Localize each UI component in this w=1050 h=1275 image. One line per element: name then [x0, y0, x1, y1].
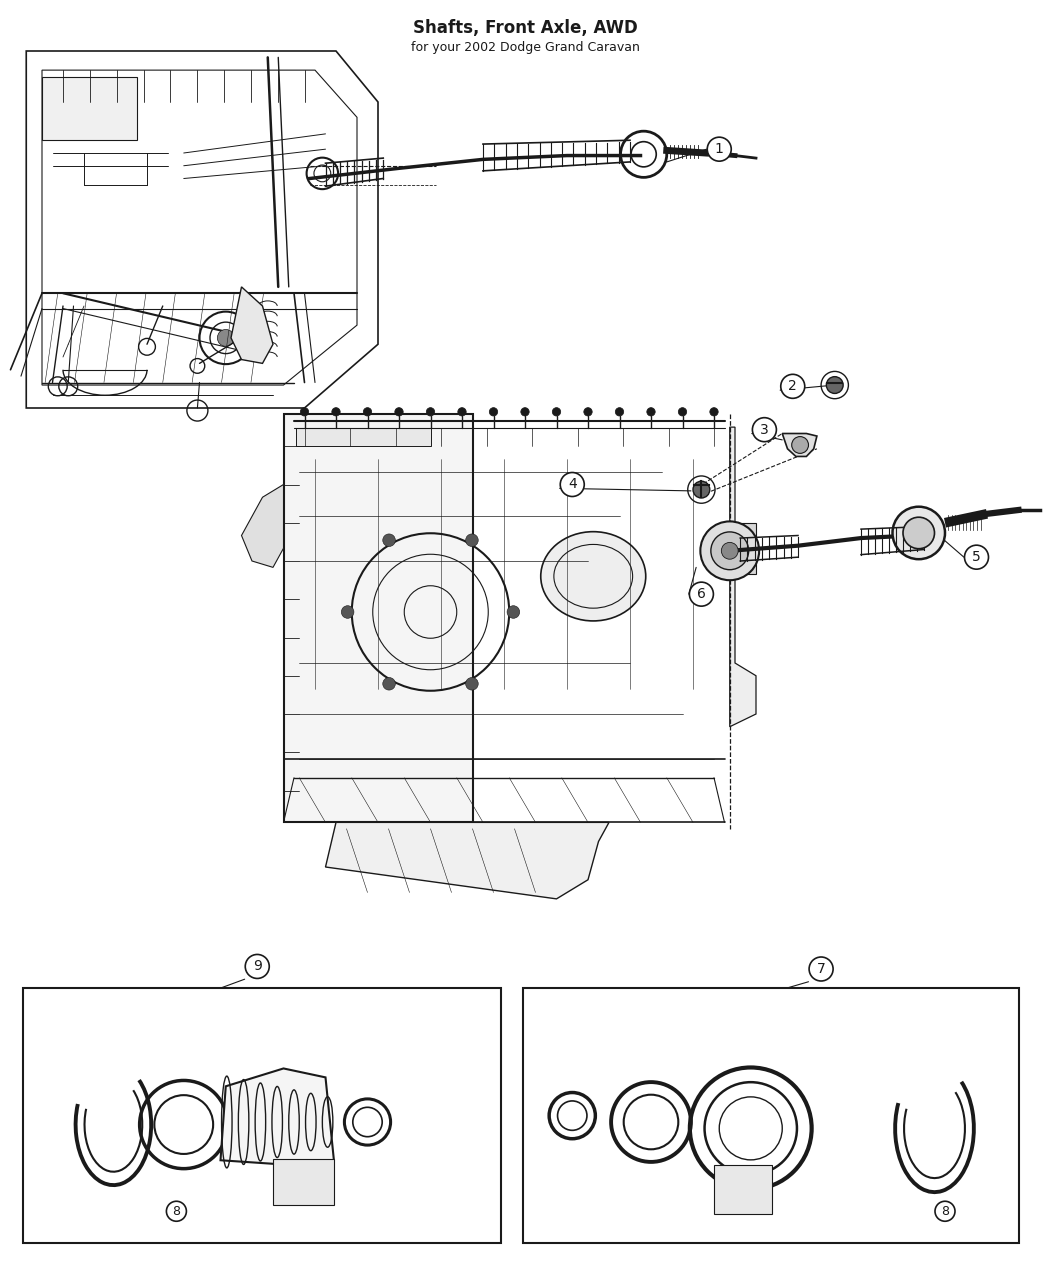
Circle shape [934, 1201, 956, 1221]
Circle shape [332, 408, 340, 416]
Text: 6: 6 [697, 588, 706, 601]
Circle shape [965, 546, 988, 569]
Circle shape [507, 606, 520, 618]
Text: 4: 4 [568, 478, 576, 491]
Circle shape [678, 408, 687, 416]
Text: 8: 8 [172, 1205, 181, 1218]
Text: 5: 5 [972, 551, 981, 564]
Circle shape [246, 338, 258, 351]
Circle shape [561, 473, 584, 496]
Circle shape [711, 532, 749, 570]
Text: 7: 7 [817, 963, 825, 975]
Circle shape [341, 606, 354, 618]
Polygon shape [326, 822, 609, 899]
Circle shape [300, 408, 309, 416]
Text: 8: 8 [941, 1205, 949, 1218]
Bar [284, 414, 472, 822]
Circle shape [363, 408, 372, 416]
Circle shape [892, 506, 945, 560]
Text: Shafts, Front Axle, AWD: Shafts, Front Axle, AWD [413, 19, 637, 37]
Circle shape [465, 677, 478, 690]
Circle shape [647, 408, 655, 416]
Circle shape [615, 408, 624, 416]
Circle shape [700, 521, 759, 580]
Bar [273, 1159, 334, 1205]
Circle shape [690, 583, 713, 606]
Polygon shape [242, 484, 284, 567]
Circle shape [458, 408, 466, 416]
Text: for your 2002 Dodge Grand Caravan: for your 2002 Dodge Grand Caravan [411, 41, 639, 54]
Circle shape [584, 408, 592, 416]
Circle shape [710, 408, 718, 416]
Bar [722, 523, 756, 574]
Bar [23, 988, 501, 1243]
Circle shape [166, 1201, 187, 1221]
Text: 3: 3 [760, 423, 769, 436]
Circle shape [693, 481, 710, 499]
Bar [296, 428, 430, 446]
Circle shape [383, 534, 396, 547]
Text: 1: 1 [715, 143, 723, 156]
Circle shape [810, 958, 833, 980]
Polygon shape [730, 427, 756, 727]
Bar [42, 76, 136, 140]
Text: 2: 2 [789, 380, 797, 393]
Polygon shape [26, 51, 378, 408]
Circle shape [708, 138, 731, 161]
Circle shape [217, 329, 234, 347]
Circle shape [792, 436, 809, 454]
Circle shape [489, 408, 498, 416]
Text: 9: 9 [253, 960, 261, 973]
Polygon shape [220, 1068, 334, 1167]
Polygon shape [231, 287, 273, 363]
Circle shape [395, 408, 403, 416]
Circle shape [465, 534, 478, 547]
Bar [714, 1165, 772, 1214]
Circle shape [426, 408, 435, 416]
Circle shape [552, 408, 561, 416]
Circle shape [721, 542, 738, 560]
Circle shape [781, 375, 804, 398]
Circle shape [826, 376, 843, 394]
Circle shape [246, 955, 269, 978]
Circle shape [753, 418, 776, 441]
Circle shape [903, 518, 934, 548]
Bar [523, 988, 1018, 1243]
Polygon shape [42, 70, 357, 385]
Circle shape [521, 408, 529, 416]
Circle shape [383, 677, 396, 690]
Ellipse shape [541, 532, 646, 621]
Polygon shape [782, 434, 817, 456]
